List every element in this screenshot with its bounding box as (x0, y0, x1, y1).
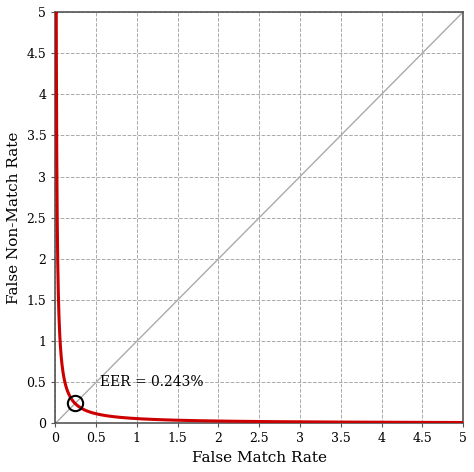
Text: EER = 0.243%: EER = 0.243% (100, 375, 204, 388)
Y-axis label: False Non-Match Rate: False Non-Match Rate (7, 132, 21, 304)
X-axis label: False Match Rate: False Match Rate (191, 451, 327, 465)
